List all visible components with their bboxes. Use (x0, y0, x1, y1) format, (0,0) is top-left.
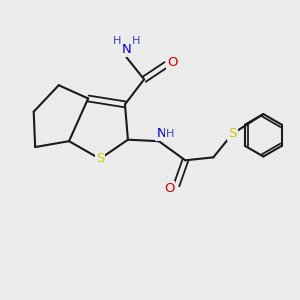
Text: O: O (167, 56, 178, 69)
Text: O: O (164, 182, 174, 195)
Text: N: N (122, 44, 131, 56)
Text: H: H (113, 36, 121, 46)
Text: S: S (96, 152, 104, 165)
Text: H: H (166, 129, 174, 139)
Text: H: H (132, 36, 140, 46)
Text: N: N (156, 127, 166, 140)
Text: S: S (228, 127, 237, 140)
